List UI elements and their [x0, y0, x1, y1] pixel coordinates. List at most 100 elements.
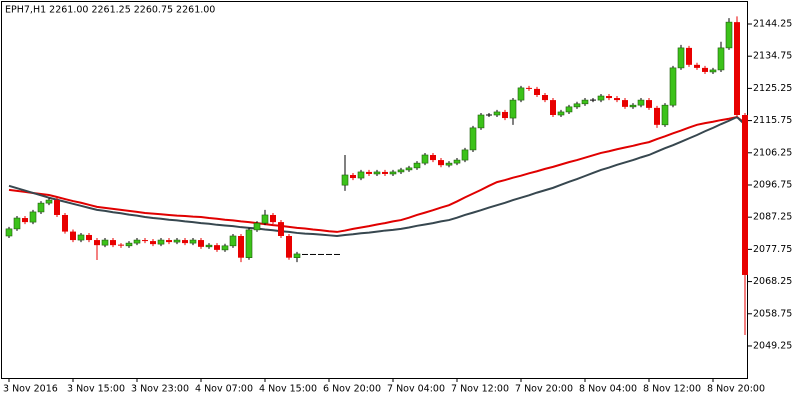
candle-body: [341, 174, 349, 186]
candle-body: [229, 235, 237, 247]
candle-body: [37, 202, 45, 213]
candle-body: [734, 22, 740, 115]
candle-body: [77, 234, 85, 241]
candle-body: [477, 114, 485, 129]
y-tick-label: 2049.25: [753, 340, 792, 351]
candle-body: [166, 240, 172, 243]
x-tick-label: 4 Nov 07:00: [195, 384, 253, 395]
candle-body: [110, 240, 116, 246]
candle-body: [189, 239, 197, 244]
candle-body: [550, 100, 556, 115]
candle-body: [157, 239, 165, 245]
x-tick-label: 3 Nov 23:00: [131, 384, 189, 395]
candle-body: [214, 245, 220, 250]
x-tick-label: 8 Nov 20:00: [707, 384, 765, 395]
candle-body: [382, 171, 388, 174]
candle-body: [565, 106, 573, 113]
x-tick-label: 7 Nov 20:00: [515, 384, 573, 395]
x-tick-label: 8 Nov 04:00: [579, 384, 637, 395]
candle-body: [270, 214, 276, 223]
candle-body: [526, 87, 532, 89]
candle-body: [221, 245, 229, 251]
y-tick-label: 2077.75: [753, 244, 792, 255]
candle-body: [29, 211, 37, 223]
candle-body: [661, 104, 669, 126]
y-tick-label: 2087.25: [753, 212, 792, 223]
x-tick-label: 7 Nov 12:00: [451, 384, 509, 395]
candle-body: [142, 240, 148, 242]
candle-body: [445, 162, 453, 166]
y-tick-label: 2134.75: [753, 51, 792, 62]
candle-body: [253, 222, 261, 231]
candle-body: [293, 253, 301, 258]
candle-body: [742, 114, 748, 275]
candle-body: [133, 239, 141, 244]
candle-body: [702, 67, 708, 72]
candle-body: [13, 217, 21, 230]
y-tick-label: 2144.25: [753, 18, 792, 29]
candle-body: [413, 162, 421, 169]
candle-body: [70, 231, 76, 241]
x-tick-label: 3 Nov 15:00: [67, 384, 125, 395]
candle-body: [534, 88, 540, 95]
x-tick-label: 8 Nov 12:00: [643, 384, 701, 395]
candle-body: [125, 242, 133, 247]
candle-body: [198, 240, 204, 247]
candle-body: [637, 99, 645, 106]
candle-body: [5, 228, 13, 237]
candle-body: [430, 154, 436, 161]
candle-body: [373, 171, 381, 175]
x-tick-label: 3 Nov 2016: [3, 384, 58, 395]
candle-body: [173, 239, 181, 243]
candle-body: [150, 241, 156, 245]
candle-body: [453, 159, 461, 164]
y-tick-label: 2058.75: [753, 308, 792, 319]
candle-body: [709, 69, 717, 73]
candle-body: [581, 99, 589, 105]
candle-body: [54, 200, 60, 215]
candle-body: [557, 111, 565, 116]
candle-body: [461, 149, 469, 161]
candle-body: [469, 127, 477, 151]
candle-body: [62, 214, 68, 232]
candle-body: [725, 21, 733, 49]
candle-body: [614, 98, 620, 101]
candle-body: [357, 171, 365, 179]
candle-body: [542, 94, 548, 101]
candle-body: [669, 67, 677, 106]
candle-body: [22, 218, 28, 223]
candle-body: [622, 100, 628, 107]
moving-average: [8, 115, 746, 237]
candle-body: [238, 235, 244, 258]
candle-body: [509, 99, 517, 119]
x-tick-label: 6 Nov 20:00: [323, 384, 381, 395]
y-tick-label: 2125.25: [753, 83, 792, 94]
candle-body: [245, 229, 253, 258]
candle-body: [438, 160, 444, 166]
x-tick-label: 4 Nov 15:00: [259, 384, 317, 395]
candle-body: [629, 104, 637, 108]
y-tick-label: 2068.25: [753, 276, 792, 287]
candle-body: [261, 214, 269, 224]
candle-body: [278, 222, 284, 236]
y-tick-label: 2115.75: [753, 115, 792, 126]
candle-body: [677, 47, 685, 69]
candle-body: [205, 244, 213, 248]
candle-body: [94, 240, 100, 246]
candle-body: [573, 103, 581, 108]
candle-body: [366, 171, 372, 174]
candle-body: [694, 64, 700, 68]
y-tick-label: 2096.75: [753, 179, 792, 190]
candle-body: [597, 95, 605, 101]
candle-body: [686, 47, 692, 65]
candle-body: [517, 87, 525, 101]
candle-body: [286, 235, 292, 258]
chart-title: EPH7,H1 2261.00 2261.25 2260.75 2261.00: [5, 5, 215, 16]
candle-body: [717, 47, 725, 71]
candle-body: [646, 100, 652, 108]
x-tick-label: 7 Nov 04:00: [387, 384, 445, 395]
candle-body: [350, 174, 356, 179]
candle-body: [493, 111, 501, 116]
candle-body: [654, 107, 660, 125]
